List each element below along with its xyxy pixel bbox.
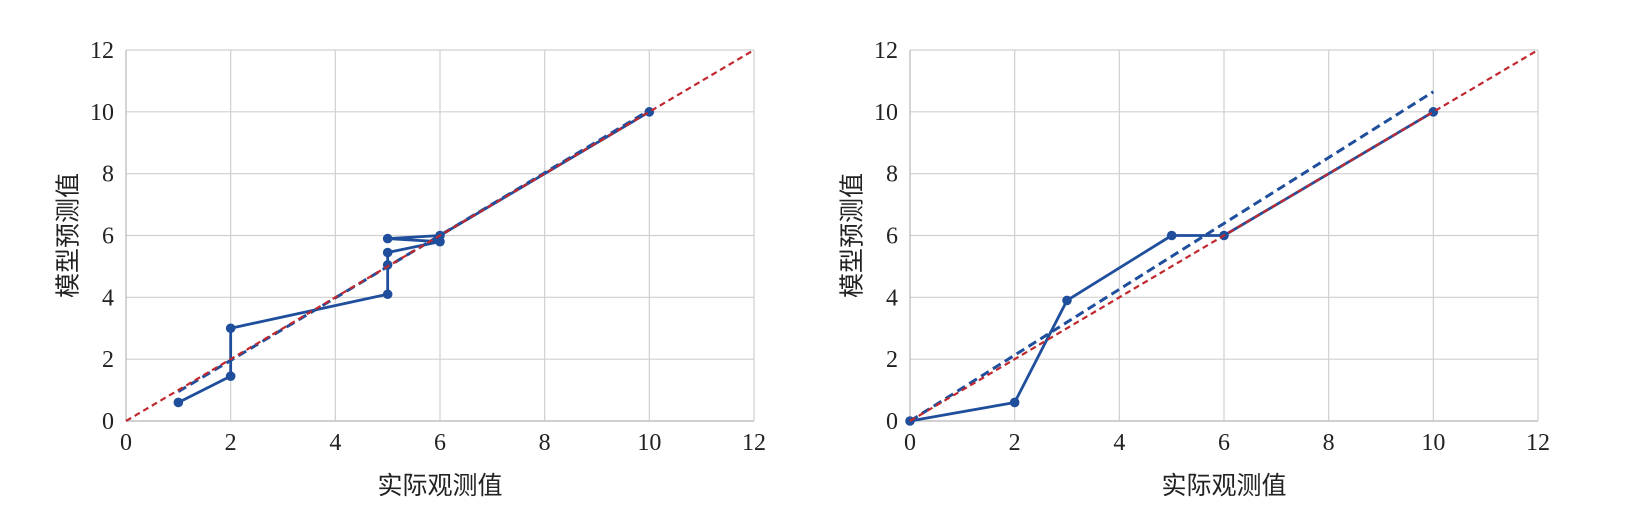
x-tick-label: 0	[904, 430, 916, 456]
x-tick-label: 12	[742, 430, 766, 456]
y-tick-label: 4	[886, 285, 898, 311]
y-tick-label: 6	[886, 224, 898, 250]
data-point	[1062, 295, 1072, 306]
x-tick-label: 0	[120, 430, 132, 456]
y-axis-label: 模型预测值	[838, 173, 867, 298]
y-tick-label: 8	[102, 162, 114, 188]
reference-diagonal-line	[909, 49, 1539, 422]
y-tick-label: 12	[90, 38, 114, 64]
x-tick-label: 10	[637, 430, 661, 456]
data-point	[382, 247, 393, 258]
y-tick-label: 0	[102, 409, 114, 435]
y-tick-label: 2	[102, 347, 114, 373]
observed-vs-predicted-line	[177, 110, 651, 404]
right-chart-panel: 0 2 4 6 8 10 12 0 2 4 6 8 10 12 实际观测值 模型预测值	[838, 38, 1551, 500]
data-point	[1428, 107, 1439, 117]
x-tick-label: 2	[225, 430, 237, 456]
y-tick-label: 10	[874, 100, 898, 126]
data-point	[644, 107, 655, 117]
y-tick-label: 0	[886, 409, 898, 435]
x-tick-label: 4	[1113, 430, 1125, 456]
data-point	[173, 397, 184, 408]
data-point	[382, 289, 393, 300]
y-tick-label: 6	[102, 224, 114, 250]
x-tick-label: 8	[1323, 430, 1335, 456]
y-tick-label: 12	[874, 38, 898, 64]
data-point	[225, 323, 236, 334]
y-tick-label: 2	[886, 347, 898, 373]
y-axis-label: 模型预测值	[54, 173, 83, 298]
x-tick-label: 12	[1526, 430, 1550, 456]
fit-trend-line	[909, 90, 1435, 423]
x-tick-label: 6	[434, 430, 446, 456]
data-point	[382, 233, 393, 244]
reference-diagonal-line	[125, 49, 755, 422]
x-axis-label: 实际观测值	[377, 471, 502, 500]
y-tick-label: 10	[90, 100, 114, 126]
data-point	[1009, 397, 1020, 408]
x-tick-label: 8	[539, 430, 551, 456]
x-tick-label: 4	[329, 430, 341, 456]
data-point	[225, 371, 236, 381]
x-tick-label: 10	[1421, 430, 1445, 456]
x-tick-label: 6	[1218, 430, 1230, 456]
data-point	[1166, 230, 1177, 241]
y-tick-label: 8	[886, 162, 898, 188]
x-axis-label: 实际观测值	[1161, 471, 1286, 500]
y-tick-label: 4	[102, 285, 114, 311]
left-chart-panel: 0 2 4 6 8 10 12 0 2 4 6 8 10 12 实际观测值 模型预测值	[54, 38, 767, 500]
x-tick-label: 2	[1009, 430, 1021, 456]
